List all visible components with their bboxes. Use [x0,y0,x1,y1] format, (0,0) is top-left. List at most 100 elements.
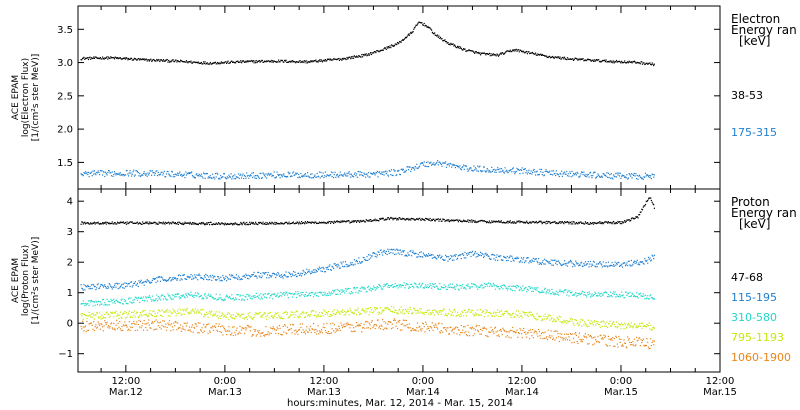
data-point [555,262,557,264]
data-point [355,260,357,262]
data-point [390,174,392,176]
data-point [644,205,646,207]
data-point [235,316,237,318]
data-point [361,54,363,56]
data-point [249,60,251,62]
data-point [653,298,655,300]
data-point [643,205,645,207]
data-point [491,170,494,172]
data-point [194,327,196,329]
data-point [306,311,308,313]
data-point [466,311,468,313]
data-point [166,326,168,328]
data-point [470,311,472,313]
data-point [113,316,115,318]
data-point [506,310,508,312]
data-point [578,176,580,178]
data-point [561,290,563,292]
data-point [466,50,468,52]
data-point [440,256,442,259]
data-point [157,175,159,177]
data-point [361,220,364,222]
data-point [463,168,465,170]
data-point [302,60,304,62]
data-point [157,59,159,61]
data-point [181,328,183,330]
data-point [159,321,162,323]
data-point [252,273,254,275]
data-point [521,290,523,292]
data-point [295,314,297,316]
data-point [211,315,214,317]
data-point [212,62,214,64]
data-point [385,47,387,49]
data-point [581,58,583,60]
data-point [352,264,354,266]
data-point [432,32,434,34]
data-point [601,60,603,63]
data-point [653,297,655,300]
data-point [111,171,113,173]
data-point [145,58,147,60]
data-point [128,172,130,174]
data-point [465,253,468,255]
data-point [504,256,506,258]
data-point [404,219,406,221]
data-point [150,327,152,329]
data-point [498,171,500,173]
data-point [613,323,615,326]
data-point [639,325,641,327]
data-point [150,298,152,300]
data-point [645,260,647,262]
data-point [284,175,286,177]
data-point [295,222,297,224]
data-point [451,283,453,285]
data-point [148,59,150,61]
data-point [321,312,323,314]
data-point [226,295,228,297]
data-point [334,221,336,224]
data-point [303,312,305,314]
data-point [474,314,476,316]
data-point [99,222,101,225]
data-point [454,45,456,47]
data-point [590,223,592,225]
data-point [516,284,518,286]
data-point [641,261,644,263]
data-point [221,325,223,327]
data-point [367,259,369,262]
data-point [530,261,532,263]
data-point [442,162,444,164]
data-point [184,329,186,331]
data-point [318,175,320,177]
data-point [305,291,307,293]
data-point [318,221,321,223]
data-point [171,170,173,172]
data-point [242,222,244,224]
data-point [425,254,427,256]
data-point [522,51,524,53]
data-point [319,267,321,270]
data-point [419,311,422,313]
data-point [476,52,478,54]
data-point [338,220,340,223]
data-point [328,175,330,177]
data-point [249,60,251,62]
data-point [267,172,269,174]
data-point [405,36,407,39]
data-point [111,327,113,329]
data-point [474,169,476,171]
data-point [90,322,92,324]
data-point [143,171,145,173]
data-point [401,168,403,170]
data-point [299,313,301,315]
data-point [151,279,153,282]
data-point [551,317,553,319]
data-point [372,252,374,254]
data-point [649,328,651,330]
data-point [330,314,332,316]
data-point [580,173,582,175]
data-point [151,314,153,316]
data-point [519,221,521,224]
data-point [514,285,517,288]
